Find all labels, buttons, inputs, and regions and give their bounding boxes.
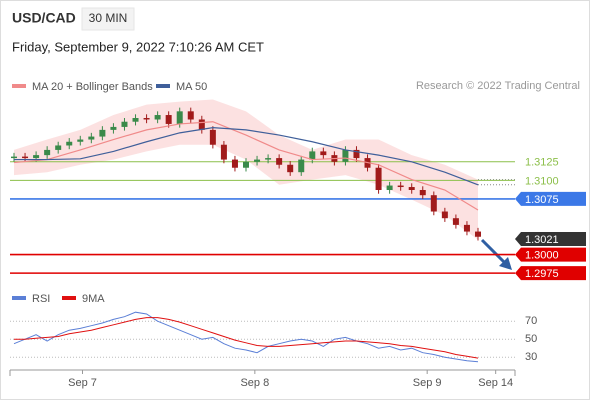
level-label: 1.3100	[525, 175, 559, 187]
level-tag	[515, 247, 586, 262]
legend-swatch	[156, 84, 170, 88]
candle-body	[441, 211, 448, 219]
candle-body	[386, 185, 393, 190]
candle-body	[132, 118, 139, 122]
ma-line	[14, 127, 479, 186]
rsi-tick-label: 70	[525, 315, 537, 327]
level-label: 1.3021	[525, 234, 559, 246]
legend-label: 9MA	[82, 293, 105, 305]
candle-body	[276, 158, 283, 165]
level-tag	[515, 231, 586, 246]
x-tick-label: Sep 9	[413, 377, 442, 389]
candle-body	[187, 111, 194, 120]
candle-body	[220, 144, 227, 160]
candle-body	[198, 119, 205, 130]
candle-body	[22, 156, 29, 159]
candle-body	[375, 167, 382, 190]
candle-body	[320, 151, 327, 156]
timeframe: 30 MIN	[89, 11, 128, 25]
candle-body	[298, 159, 305, 173]
level-tag	[515, 266, 586, 281]
candle-body	[143, 118, 150, 120]
candle-body	[44, 149, 51, 156]
candle-body	[209, 129, 216, 145]
legend-label: MA 20 + Bollinger Bands	[32, 81, 153, 93]
candle-body	[33, 155, 40, 159]
candle-body	[154, 115, 161, 120]
candle-body	[110, 126, 117, 130]
legend-swatch	[62, 296, 76, 300]
candle-body	[121, 121, 128, 127]
level-label: 1.3000	[525, 249, 559, 261]
rsi-tick-label: 50	[525, 333, 537, 345]
candle-body	[452, 218, 459, 225]
x-tick-label: Sep 7	[68, 377, 97, 389]
x-tick-label: Sep 8	[240, 377, 269, 389]
arrow-head	[499, 257, 512, 270]
credit: Research © 2022 Trading Central	[416, 80, 580, 92]
candle-body	[176, 111, 183, 124]
candle-body	[309, 151, 316, 160]
candle-body	[430, 195, 437, 212]
x-tick-label: Sep 14	[478, 377, 513, 389]
level-label: 1.3075	[525, 194, 559, 206]
candle-body	[243, 161, 249, 168]
candle-body	[55, 145, 62, 150]
forecast-arrow	[480, 238, 508, 266]
candle-body	[88, 136, 95, 140]
candle-body	[254, 159, 261, 162]
ma-line	[13, 121, 479, 211]
candle-body	[353, 149, 360, 159]
rsi-tick-label: 30	[525, 351, 537, 363]
candle-body	[265, 158, 272, 160]
level-label: 1.3125	[525, 157, 559, 169]
candle-body	[463, 224, 470, 232]
candle-body	[419, 190, 426, 196]
candle-body	[342, 149, 349, 162]
candle-body	[397, 185, 404, 188]
candle-body	[66, 141, 73, 146]
rsi-line	[13, 311, 479, 363]
legend-label: MA 50	[176, 81, 207, 93]
legend-swatch	[12, 84, 26, 88]
level-label: 1.2975	[525, 268, 559, 280]
legend-swatch	[12, 296, 26, 300]
candle-body	[99, 129, 106, 137]
candle-body	[11, 156, 17, 159]
candle-body	[77, 139, 84, 142]
candle-body	[475, 231, 481, 237]
legend-label: RSI	[32, 293, 50, 305]
candle-body	[287, 164, 294, 173]
rsi-line	[14, 317, 479, 359]
level-tag	[515, 191, 586, 206]
subtitle: Friday, September 9, 2022 7:10:26 AM CET	[12, 39, 264, 54]
candle-body	[408, 187, 415, 190]
timeframe-box	[81, 7, 135, 31]
symbol: USD/CAD	[12, 10, 76, 26]
candle-body	[231, 159, 238, 168]
candle-body	[165, 115, 172, 124]
